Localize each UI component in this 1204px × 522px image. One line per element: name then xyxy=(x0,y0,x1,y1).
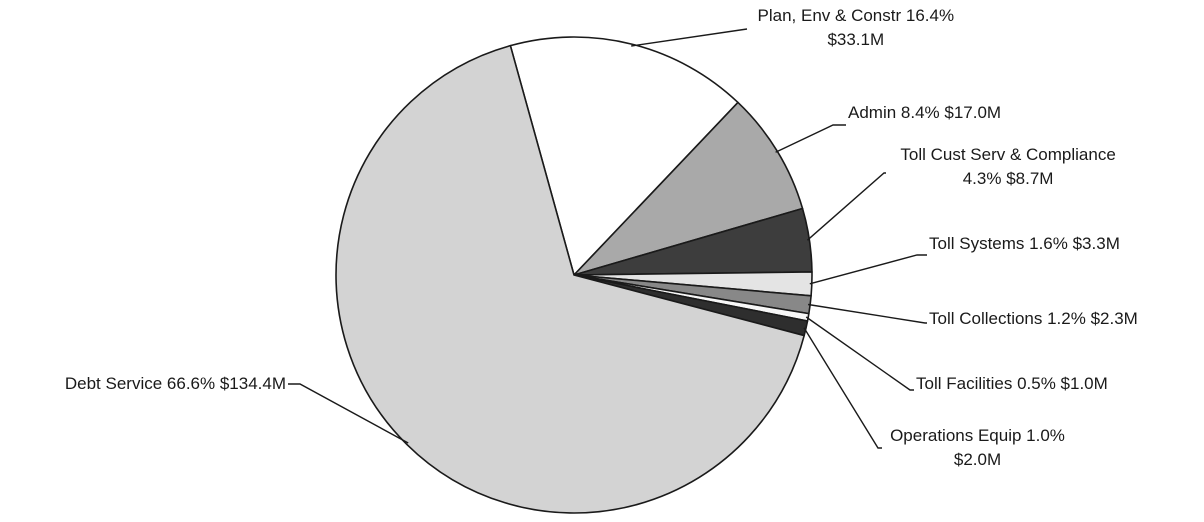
slice-label-8-line-1: Debt Service 66.6% $134.4M xyxy=(65,374,286,393)
leader-line-3 xyxy=(806,172,886,241)
leader-line-7 xyxy=(803,327,882,449)
leader-line-1 xyxy=(631,28,748,47)
pie-slice-1 xyxy=(509,36,739,276)
slice-label-5: Toll Collections 1.2% $2.3M xyxy=(929,309,1138,328)
leader-line-6 xyxy=(805,316,914,391)
slice-label-1-line-1: Plan, Env & Constr 16.4% xyxy=(758,6,955,25)
slice-label-6-line-1: Toll Facilities 0.5% $1.0M xyxy=(916,374,1108,393)
slice-label-3-line-1: Toll Cust Serv & Compliance xyxy=(900,145,1115,164)
slice-label-7: Operations Equip 1.0% $2.0M xyxy=(890,426,1065,469)
slice-label-4: Toll Systems 1.6% $3.3M xyxy=(929,234,1120,253)
pie-slice-8 xyxy=(335,44,805,514)
slice-label-3: Toll Cust Serv & Compliance 4.3% $8.7M xyxy=(900,145,1115,188)
leader-line-2 xyxy=(775,124,846,153)
slice-label-6: Toll Facilities 0.5% $1.0M xyxy=(916,374,1108,393)
slice-label-7-line-2: $2.0M xyxy=(954,450,1001,469)
leader-line-4 xyxy=(809,254,927,285)
slice-label-1-line-2: $33.1M xyxy=(827,30,884,49)
slice-label-2: Admin 8.4% $17.0M xyxy=(848,103,1001,122)
slice-label-7-line-1: Operations Equip 1.0% xyxy=(890,426,1065,445)
slice-label-8: Debt Service 66.6% $134.4M xyxy=(65,374,286,393)
leader-line-8 xyxy=(288,383,409,444)
slice-label-4-line-1: Toll Systems 1.6% $3.3M xyxy=(929,234,1120,253)
slice-label-2-line-1: Admin 8.4% $17.0M xyxy=(848,103,1001,122)
slice-label-1: Plan, Env & Constr 16.4% $33.1M xyxy=(758,6,955,49)
leader-line-5 xyxy=(807,303,927,324)
slice-label-3-line-2: 4.3% $8.7M xyxy=(963,169,1054,188)
slice-label-5-line-1: Toll Collections 1.2% $2.3M xyxy=(929,309,1138,328)
